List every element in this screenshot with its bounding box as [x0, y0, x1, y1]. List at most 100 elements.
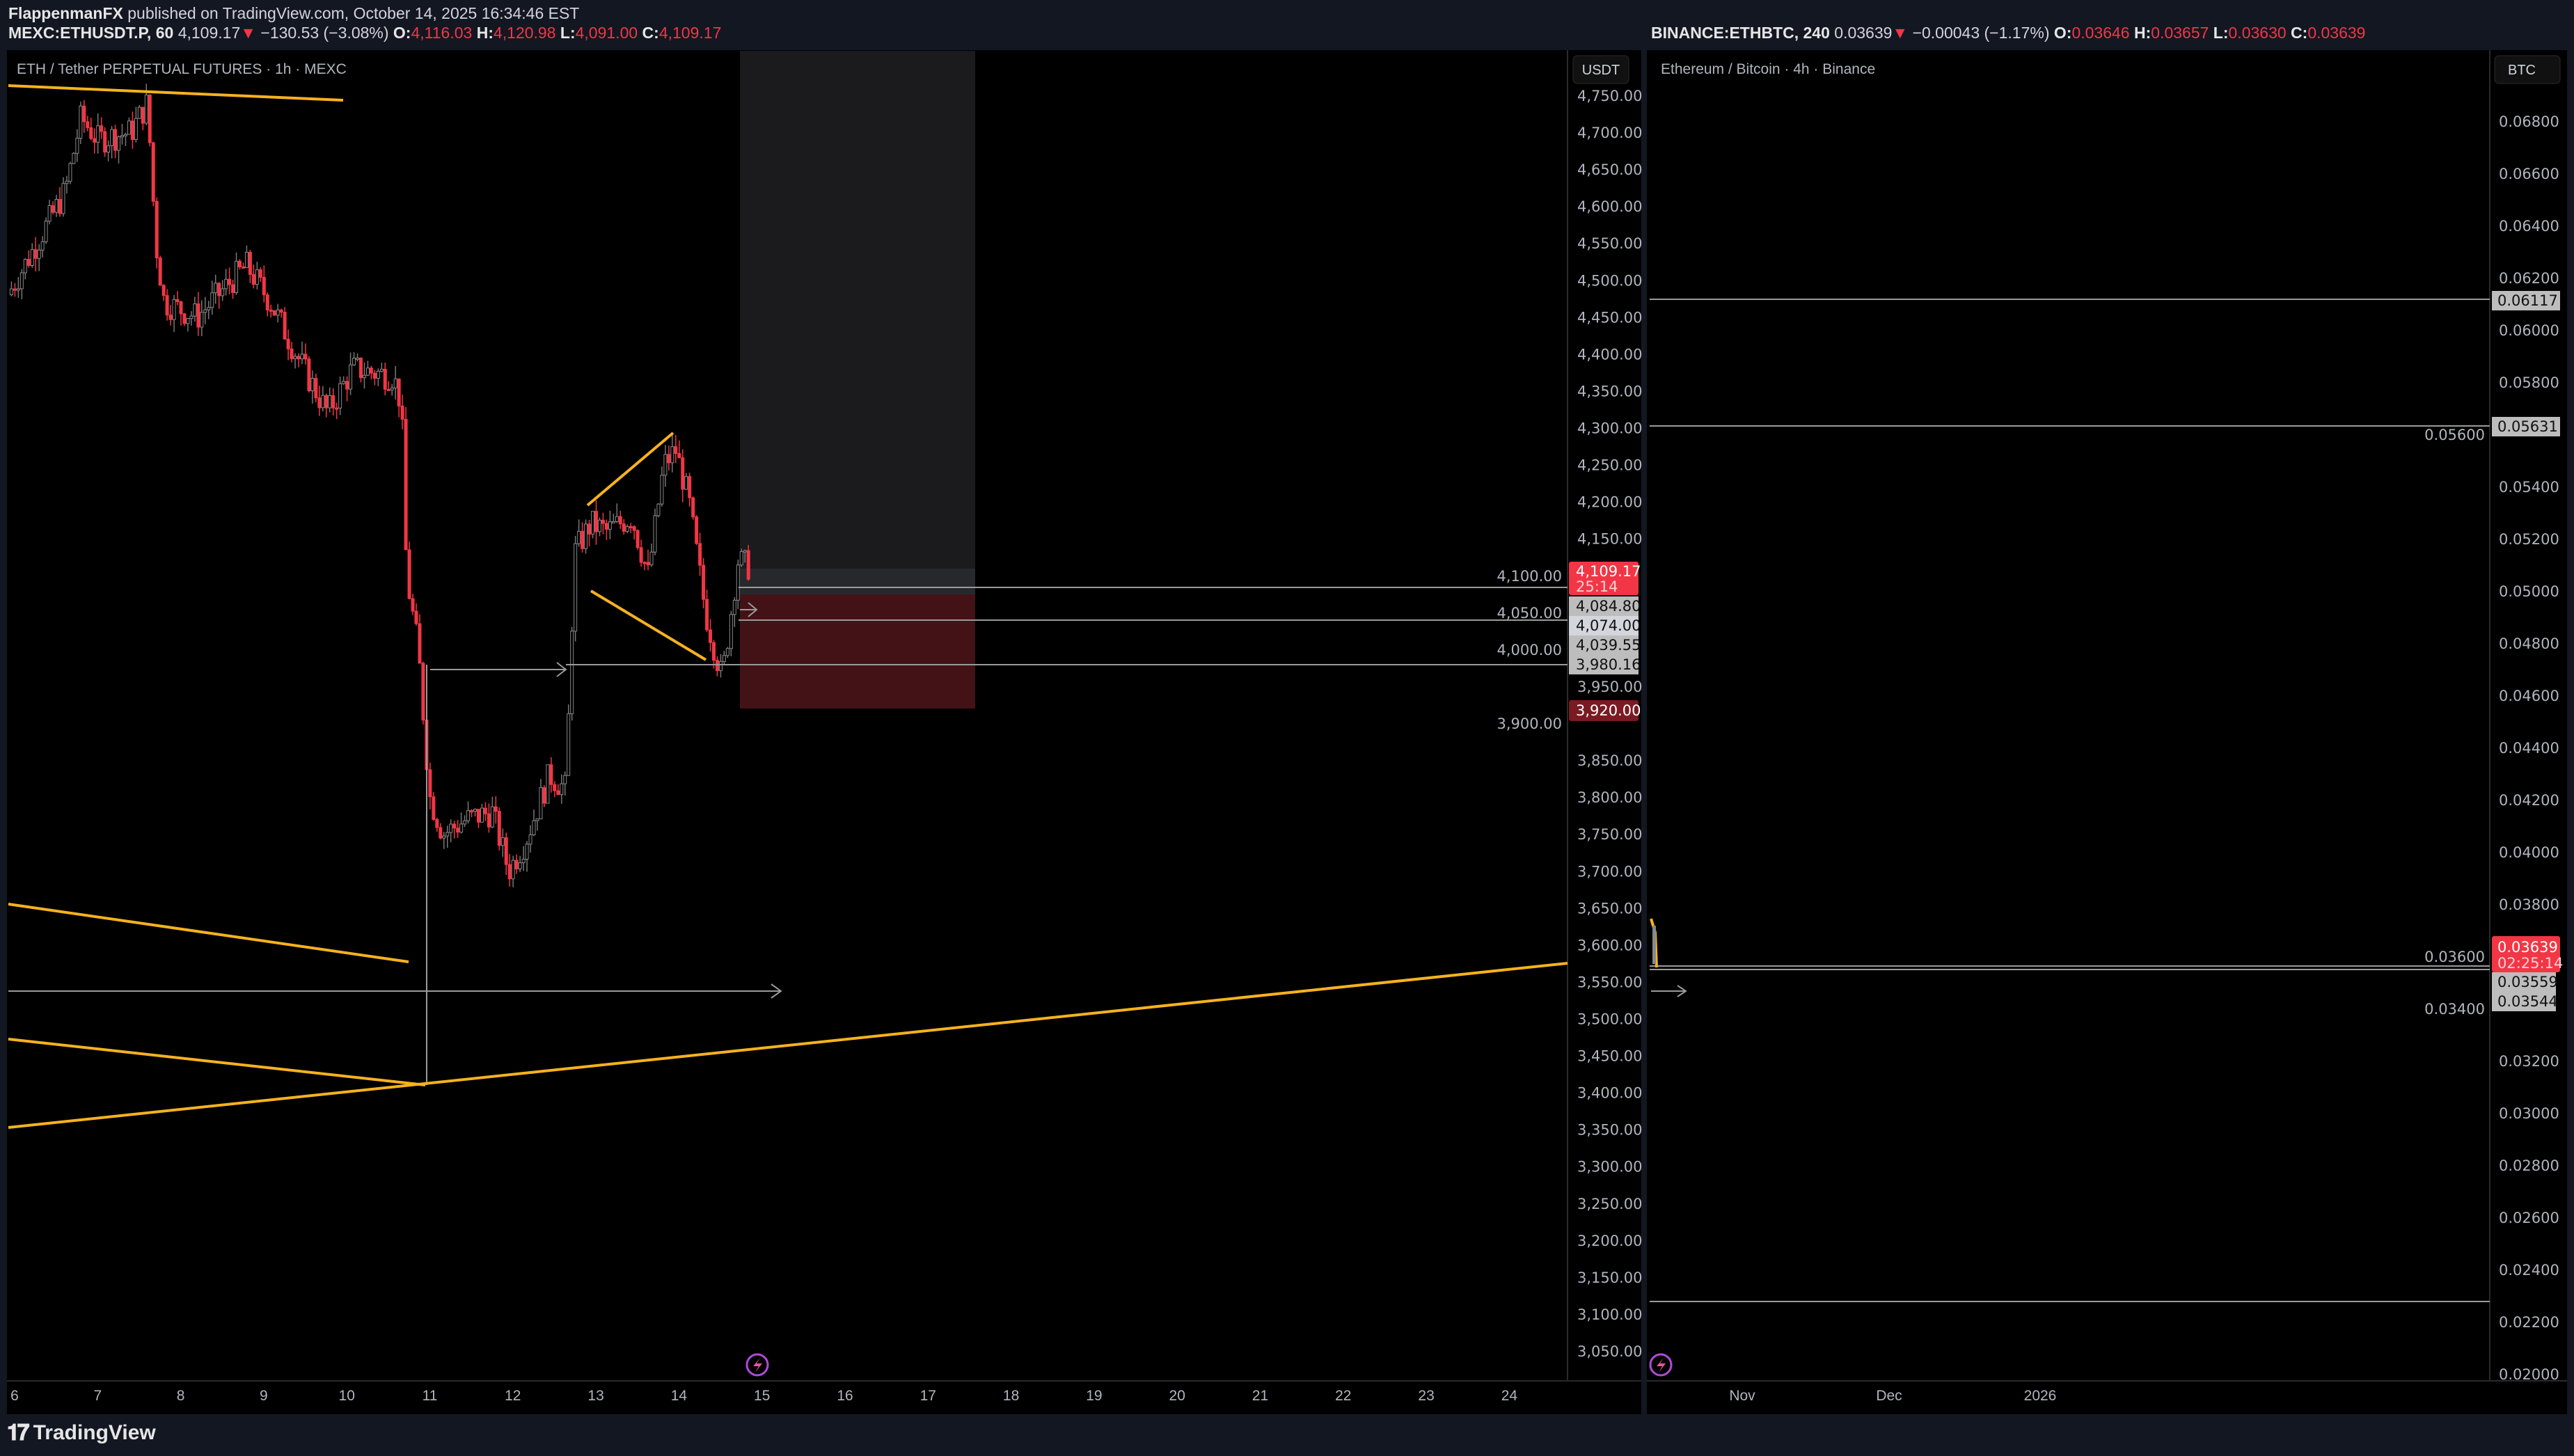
right-time-axis[interactable]: Nov Dec 2026 — [1729, 1388, 2056, 1404]
grey-drawings[interactable] — [8, 299, 2490, 1302]
price-tick: 0.04400 — [2499, 740, 2559, 757]
left-open: 4,116.03 — [411, 24, 473, 42]
candle-up — [480, 807, 484, 823]
publish-info: FlappenmanFX published on TradingView.co… — [8, 4, 579, 23]
position-entry-zone[interactable] — [740, 569, 975, 594]
price-tick: 4,250.00 — [1577, 457, 1643, 474]
candle-up — [293, 356, 297, 359]
candle-up — [186, 318, 190, 324]
right-price-axis[interactable]: 0.06800 0.06600 0.06400 0.06200 0.06000 0.058… — [2424, 113, 2559, 1383]
price-tick: 0.05800 — [2499, 374, 2559, 391]
price-tick: 4,450.00 — [1577, 309, 1643, 326]
candle-down — [646, 562, 650, 566]
candle-down — [622, 523, 626, 532]
price-tick: 0.03600 — [2424, 949, 2485, 965]
lightning-icon[interactable] — [1649, 1353, 1673, 1377]
lightning-icon[interactable] — [745, 1353, 769, 1377]
position-profit-zone[interactable] — [740, 51, 975, 569]
candle-up — [490, 806, 494, 828]
left-price-axis[interactable]: 4,750.00 4,700.00 4,650.00 4,600.00 4,550.00… — [1497, 88, 1642, 1360]
candle-down — [487, 813, 491, 828]
last-price: 0.03639 — [2497, 939, 2558, 956]
candle-down — [155, 200, 159, 259]
candle-up — [732, 599, 736, 615]
candle-down — [581, 530, 585, 549]
right-symbol: BINANCE:ETHBTC, 240 — [1651, 24, 1830, 42]
candles — [9, 84, 750, 887]
right-high: 0.03657 — [2151, 24, 2209, 42]
candle-up — [65, 180, 69, 184]
price-tick: 3,250.00 — [1577, 1196, 1643, 1212]
price-tick: 0.03200 — [2499, 1053, 2559, 1070]
candle-down — [269, 309, 273, 312]
trendline[interactable] — [586, 432, 674, 507]
candle-down — [715, 660, 719, 672]
candle-up — [539, 787, 543, 820]
candle-up — [37, 249, 41, 259]
tradingview-logo[interactable]: 𝟏𝟕 TradingView — [7, 1420, 156, 1446]
trendline[interactable] — [8, 1038, 426, 1086]
left-price-badges: 4,109.17 25:14 4,084.80 4,074.00 4,039.5… — [1569, 562, 1641, 721]
candle-up — [19, 272, 24, 290]
candle-down — [470, 810, 474, 813]
candle-up — [442, 835, 446, 839]
price-tick: 3,950.00 — [1577, 679, 1643, 695]
right-pane[interactable] — [1647, 50, 2567, 1414]
author[interactable]: FlappenmanFX — [8, 4, 123, 22]
publish-date: published on TradingView.com, October 14… — [127, 4, 580, 22]
position-stop-zone[interactable] — [740, 594, 975, 709]
time-tick: 8 — [177, 1388, 185, 1404]
candle-up — [611, 521, 615, 523]
candle-up — [310, 378, 315, 391]
currency-button-usdt[interactable] — [1572, 55, 1629, 84]
currency-button-btc[interactable] — [2494, 55, 2561, 84]
candle-down — [103, 131, 107, 153]
candle-down — [161, 285, 166, 296]
price-tick: 4,550.00 — [1577, 235, 1643, 252]
candle-down — [681, 457, 685, 490]
o-label: O: — [2053, 24, 2072, 42]
candle-up — [725, 648, 729, 656]
price-tick: 3,600.00 — [1577, 937, 1643, 953]
candle-down — [483, 807, 487, 814]
price-badge — [1569, 596, 1639, 616]
trendlines[interactable] — [8, 84, 1658, 1129]
trendline[interactable] — [8, 903, 409, 963]
candle-up — [535, 818, 539, 821]
candle-up — [221, 288, 225, 296]
trendline[interactable] — [590, 589, 707, 661]
arrow-head-icon — [748, 602, 758, 617]
candle-down — [556, 790, 560, 796]
candle-up — [670, 446, 674, 464]
candle-down — [265, 294, 269, 310]
right-low: 0.03630 — [2228, 24, 2287, 42]
price-tick: 4,150.00 — [1577, 531, 1643, 548]
right-chart-title: Ethereum / Bitcoin · 4h · Binance — [1661, 61, 1875, 77]
candle-down — [421, 663, 425, 721]
candle-up — [123, 134, 127, 136]
candle-down — [601, 519, 605, 524]
candle-down — [452, 823, 457, 829]
price-badge — [1569, 635, 1639, 674]
left-time-axis[interactable]: 6 7 8 9 10 11 12 13 14 15 16 17 18 19 20 21 22 23 24 — [10, 1388, 1517, 1404]
price-tick: 3,050.00 — [1577, 1343, 1643, 1360]
candle-up — [570, 631, 574, 715]
candle-up — [729, 614, 733, 649]
trendline[interactable] — [8, 84, 344, 102]
candle-down — [307, 358, 311, 391]
candle-down — [677, 453, 681, 459]
price-tick: 4,650.00 — [1577, 161, 1643, 178]
price-tick: 0.04600 — [2499, 688, 2559, 704]
price-badge — [1569, 616, 1639, 635]
candle-up — [362, 374, 366, 379]
candle-down — [428, 769, 432, 798]
arrow-head-icon — [771, 983, 782, 999]
price-tick: 4,350.00 — [1577, 383, 1643, 399]
candle-up — [9, 288, 13, 296]
candle-down — [549, 764, 553, 785]
candle-down — [688, 476, 692, 498]
price-tick: 4,100.00 — [1497, 568, 1562, 585]
c-label: C: — [2291, 24, 2308, 42]
trendline[interactable] — [8, 962, 1568, 1129]
